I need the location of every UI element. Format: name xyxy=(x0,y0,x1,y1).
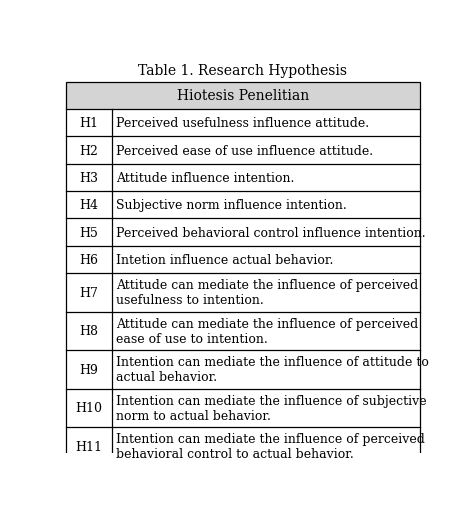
Text: H11: H11 xyxy=(76,440,103,453)
Text: H10: H10 xyxy=(76,402,103,414)
Text: Table 1. Research Hypothesis: Table 1. Research Hypothesis xyxy=(138,64,347,78)
Text: H2: H2 xyxy=(80,145,99,157)
Text: H4: H4 xyxy=(80,199,99,212)
Bar xyxy=(66,427,419,466)
Text: H7: H7 xyxy=(80,286,99,299)
Text: Intention can mediate the influence of subjective
norm to actual behavior.: Intention can mediate the influence of s… xyxy=(117,394,427,422)
Bar xyxy=(66,82,419,110)
Text: Attitude influence intention.: Attitude influence intention. xyxy=(117,172,295,185)
Bar xyxy=(66,246,419,273)
Bar xyxy=(66,110,419,137)
Text: Perceived usefulness influence attitude.: Perceived usefulness influence attitude. xyxy=(117,117,370,130)
Bar xyxy=(66,350,419,389)
Bar xyxy=(66,273,419,312)
Text: Attitude can mediate the influence of perceived
usefulness to intention.: Attitude can mediate the influence of pe… xyxy=(117,279,419,307)
Text: H9: H9 xyxy=(80,363,99,376)
Bar xyxy=(66,389,419,427)
Text: H1: H1 xyxy=(80,117,99,130)
Text: Intetion influence actual behavior.: Intetion influence actual behavior. xyxy=(117,253,334,266)
Bar xyxy=(66,192,419,219)
Bar xyxy=(66,219,419,246)
Text: Perceived ease of use influence attitude.: Perceived ease of use influence attitude… xyxy=(117,145,374,157)
Bar xyxy=(66,164,419,192)
Text: Attitude can mediate the influence of perceived
ease of use to intention.: Attitude can mediate the influence of pe… xyxy=(117,317,419,345)
Text: H3: H3 xyxy=(80,172,99,185)
Bar xyxy=(66,137,419,164)
Text: Subjective norm influence intention.: Subjective norm influence intention. xyxy=(117,199,347,212)
Text: Hiotesis Penelitian: Hiotesis Penelitian xyxy=(177,89,309,103)
Text: H6: H6 xyxy=(80,253,99,266)
Text: H5: H5 xyxy=(80,226,99,239)
Text: Perceived behavioral control influence intention.: Perceived behavioral control influence i… xyxy=(117,226,426,239)
Text: Intention can mediate the influence of perceived
behavioral control to actual be: Intention can mediate the influence of p… xyxy=(117,433,425,461)
Text: H8: H8 xyxy=(80,325,99,337)
Text: Intention can mediate the influence of attitude to
actual behavior.: Intention can mediate the influence of a… xyxy=(117,356,429,384)
Bar xyxy=(66,312,419,350)
